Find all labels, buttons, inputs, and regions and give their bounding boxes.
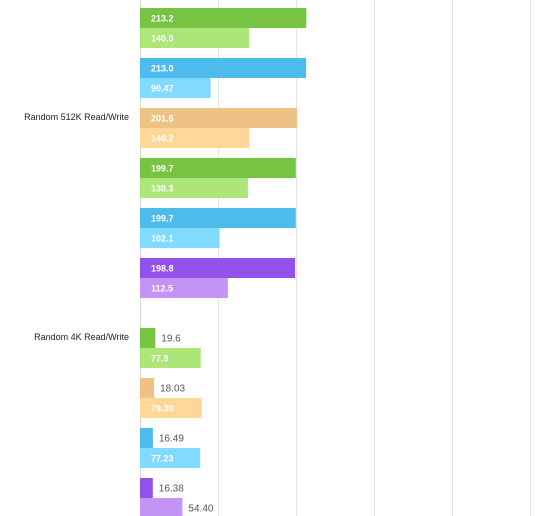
bar [140, 398, 202, 418]
bar [140, 208, 296, 228]
data-label: 54.40 [188, 504, 213, 515]
labels: 213.2 140.0 213.0 90.47 201.6 140.2 199.7 138.3… [24, 14, 214, 515]
data-label: 79.30 [151, 404, 174, 414]
data-label: 90.47 [151, 84, 174, 94]
bar [140, 178, 248, 198]
category-label: Random 4K Read/Write [34, 332, 129, 342]
bar [140, 158, 296, 178]
data-label: 19.6 [161, 334, 181, 345]
bar [140, 28, 250, 48]
bar [140, 78, 211, 98]
data-label: 16.49 [159, 434, 184, 445]
data-label: 213.0 [151, 64, 174, 74]
data-label: 77.23 [151, 454, 174, 464]
data-label: 199.7 [151, 164, 174, 174]
bar [140, 478, 153, 498]
bar [140, 448, 201, 468]
data-label: 201.6 [151, 114, 174, 124]
bar [140, 278, 228, 298]
bar [140, 58, 307, 78]
data-label: 140.2 [151, 134, 174, 144]
bar [140, 128, 250, 148]
bar [140, 258, 296, 278]
data-label: 77.9 [151, 354, 169, 364]
data-label: 140.0 [151, 34, 174, 44]
bar [140, 348, 201, 368]
data-label: 112.5 [151, 284, 173, 294]
bar [140, 328, 156, 348]
data-label: 102.1 [151, 234, 174, 244]
bars [140, 8, 307, 516]
bar [140, 378, 155, 398]
bar [140, 228, 220, 248]
category-label: Random 512K Read/Write [24, 112, 129, 122]
data-label: 138.3 [151, 184, 174, 194]
bar [140, 428, 153, 448]
data-label: 199.7 [151, 214, 174, 224]
data-label: 213.2 [151, 14, 174, 24]
bar [140, 498, 183, 516]
data-label: 16.38 [159, 484, 184, 495]
bar [140, 8, 307, 28]
data-label: 18.03 [160, 384, 185, 395]
bar [140, 108, 298, 128]
data-label: 198.8 [151, 264, 174, 274]
